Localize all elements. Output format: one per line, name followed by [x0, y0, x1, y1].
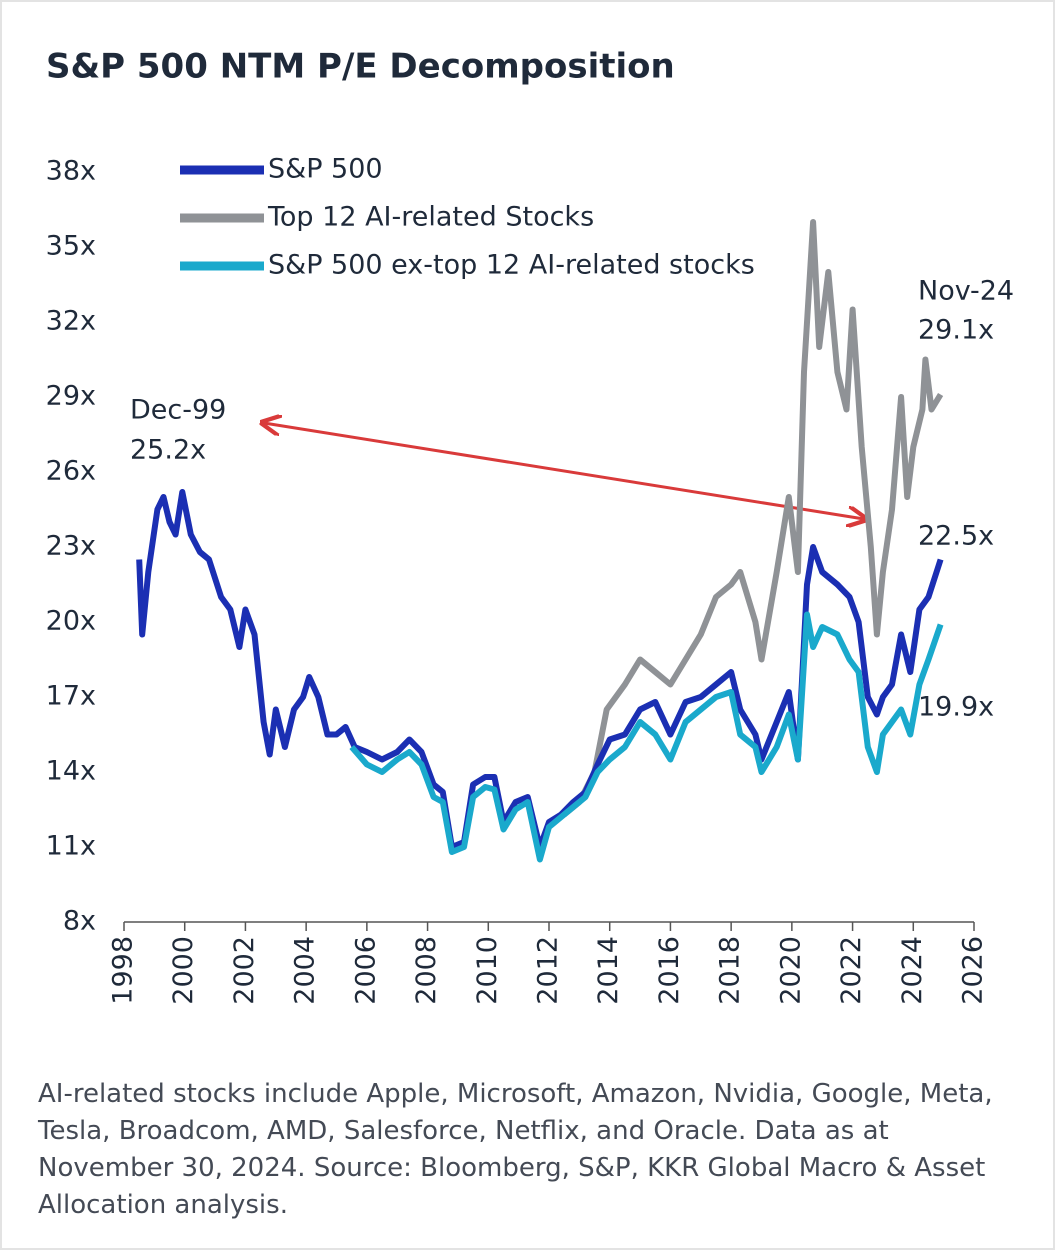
y-tick-label: 23x [46, 531, 96, 562]
y-tick-label: 17x [46, 681, 96, 712]
x-tick-label: 1998 [108, 936, 139, 1005]
x-tick-label: 2026 [958, 936, 989, 1005]
y-tick-label: 20x [46, 606, 96, 637]
legend-label: S&P 500 ex-top 12 AI-related stocks [268, 250, 755, 281]
annotation: 29.1x [918, 315, 994, 346]
y-tick-label: 8x [63, 906, 96, 937]
y-tick-label: 35x [46, 231, 96, 262]
annotation: 19.9x [918, 692, 994, 723]
y-tick-label: 14x [46, 756, 96, 787]
x-tick-label: 2002 [229, 936, 260, 1005]
series-line [136, 489, 944, 850]
annotation: Dec-99 [130, 395, 226, 426]
x-tick-label: 2004 [290, 936, 321, 1005]
annotation: Nov-24 [918, 276, 1014, 307]
chart-title: S&P 500 NTM P/E Decomposition [46, 47, 675, 87]
x-tick-label: 2012 [533, 936, 564, 1005]
x-tick-label: 2006 [350, 936, 381, 1005]
x-tick-label: 2020 [775, 936, 806, 1005]
y-tick-label: 29x [46, 381, 96, 412]
x-tick-label: 2008 [411, 936, 442, 1005]
annotation: 25.2x [130, 435, 206, 466]
x-tick-label: 2024 [897, 936, 928, 1005]
y-tick-label: 32x [46, 306, 96, 337]
series-line [349, 611, 944, 863]
x-tick-label: 2022 [836, 936, 867, 1005]
annotation: 22.5x [918, 521, 994, 552]
y-tick-label: 26x [46, 456, 96, 487]
x-tick-label: 2014 [593, 936, 624, 1005]
chart: S&P 500 NTM P/E Decomposition Dec-99 25.… [46, 47, 1014, 1005]
x-tick-label: 2000 [168, 936, 199, 1005]
legend-label: Top 12 AI-related Stocks [267, 202, 594, 233]
legend-label: S&P 500 [268, 154, 383, 185]
x-tick-label: 2016 [654, 936, 685, 1005]
y-tick-label: 38x [46, 156, 96, 187]
arrow [264, 423, 864, 519]
x-tick-label: 2010 [472, 936, 503, 1005]
y-tick-label: 11x [46, 831, 96, 862]
x-tick-label: 2018 [715, 936, 746, 1005]
series-line [562, 219, 944, 817]
footnote: AI-related stocks include Apple, Microso… [38, 1079, 993, 1220]
